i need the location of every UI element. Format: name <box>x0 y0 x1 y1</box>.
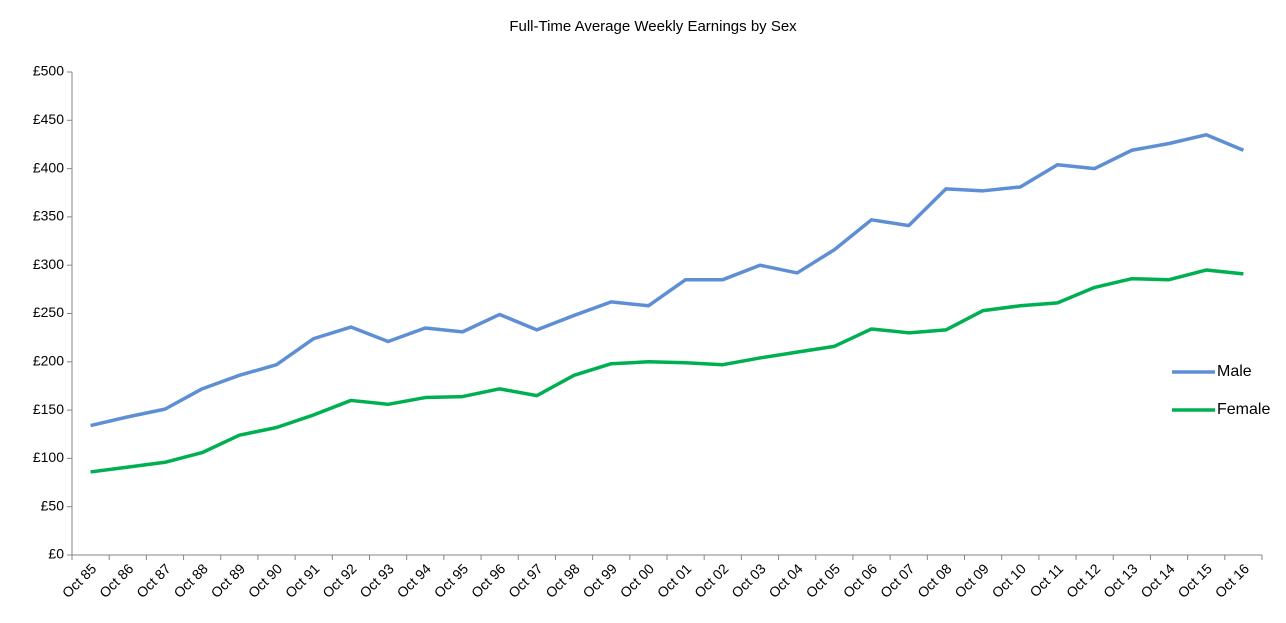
x-tick-label: Oct 96 <box>468 560 509 601</box>
x-tick-label: Oct 98 <box>542 560 583 601</box>
x-tick-label: Oct 88 <box>170 560 211 601</box>
x-tick-label: Oct 00 <box>617 560 658 601</box>
x-tick-label: Oct 93 <box>356 560 397 601</box>
x-tick-label: Oct 08 <box>914 560 955 601</box>
y-tick-label: £100 <box>33 449 64 465</box>
x-tick-label: Oct 09 <box>951 560 992 601</box>
legend-label: Female <box>1217 401 1270 418</box>
x-tick-label: Oct 05 <box>803 560 844 601</box>
x-tick-label: Oct 99 <box>579 560 620 601</box>
x-tick-label: Oct 89 <box>208 560 249 601</box>
x-tick-label: Oct 97 <box>505 560 546 601</box>
legend-label: Male <box>1217 363 1252 380</box>
x-tick-label: Oct 01 <box>654 560 695 601</box>
y-tick-label: £400 <box>33 159 64 175</box>
y-tick-label: £500 <box>33 63 64 79</box>
x-tick-label: Oct 14 <box>1137 560 1178 601</box>
x-tick-label: Oct 87 <box>133 560 174 601</box>
x-tick-label: Oct 10 <box>989 560 1030 601</box>
x-tick-label: Oct 11 <box>1026 560 1066 600</box>
x-tick-label: Oct 07 <box>877 560 918 601</box>
x-tick-label: Oct 03 <box>728 560 769 601</box>
line-series <box>90 133 1245 428</box>
y-tick-label: £300 <box>33 256 64 272</box>
x-tick-label: Oct 02 <box>691 560 732 601</box>
x-tick-label: Oct 12 <box>1063 560 1104 601</box>
y-tick-label: £200 <box>33 353 64 369</box>
line-series <box>90 268 1244 474</box>
x-tick-label: Oct 86 <box>96 560 137 601</box>
y-tick-label: £0 <box>48 546 64 562</box>
chart-title: Full-Time Average Weekly Earnings by Sex <box>509 18 797 35</box>
y-tick-label: £250 <box>33 304 64 320</box>
x-tick-label: Oct 95 <box>431 560 472 601</box>
x-tick-label: Oct 90 <box>245 560 286 601</box>
x-tick-label: Oct 13 <box>1100 560 1141 601</box>
y-tick-label: £350 <box>33 208 64 224</box>
x-tick-label: Oct 16 <box>1212 560 1253 601</box>
x-tick-label: Oct 94 <box>394 560 435 601</box>
x-tick-label: Oct 85 <box>59 560 100 601</box>
x-tick-label: Oct 06 <box>840 560 881 601</box>
x-tick-label: Oct 15 <box>1174 560 1215 601</box>
x-tick-label: Oct 91 <box>282 560 323 601</box>
y-tick-label: £150 <box>33 401 64 417</box>
x-tick-label: Oct 92 <box>319 560 360 601</box>
y-tick-label: £450 <box>33 111 64 127</box>
x-tick-label: Oct 04 <box>765 560 806 601</box>
y-tick-label: £50 <box>41 497 65 513</box>
